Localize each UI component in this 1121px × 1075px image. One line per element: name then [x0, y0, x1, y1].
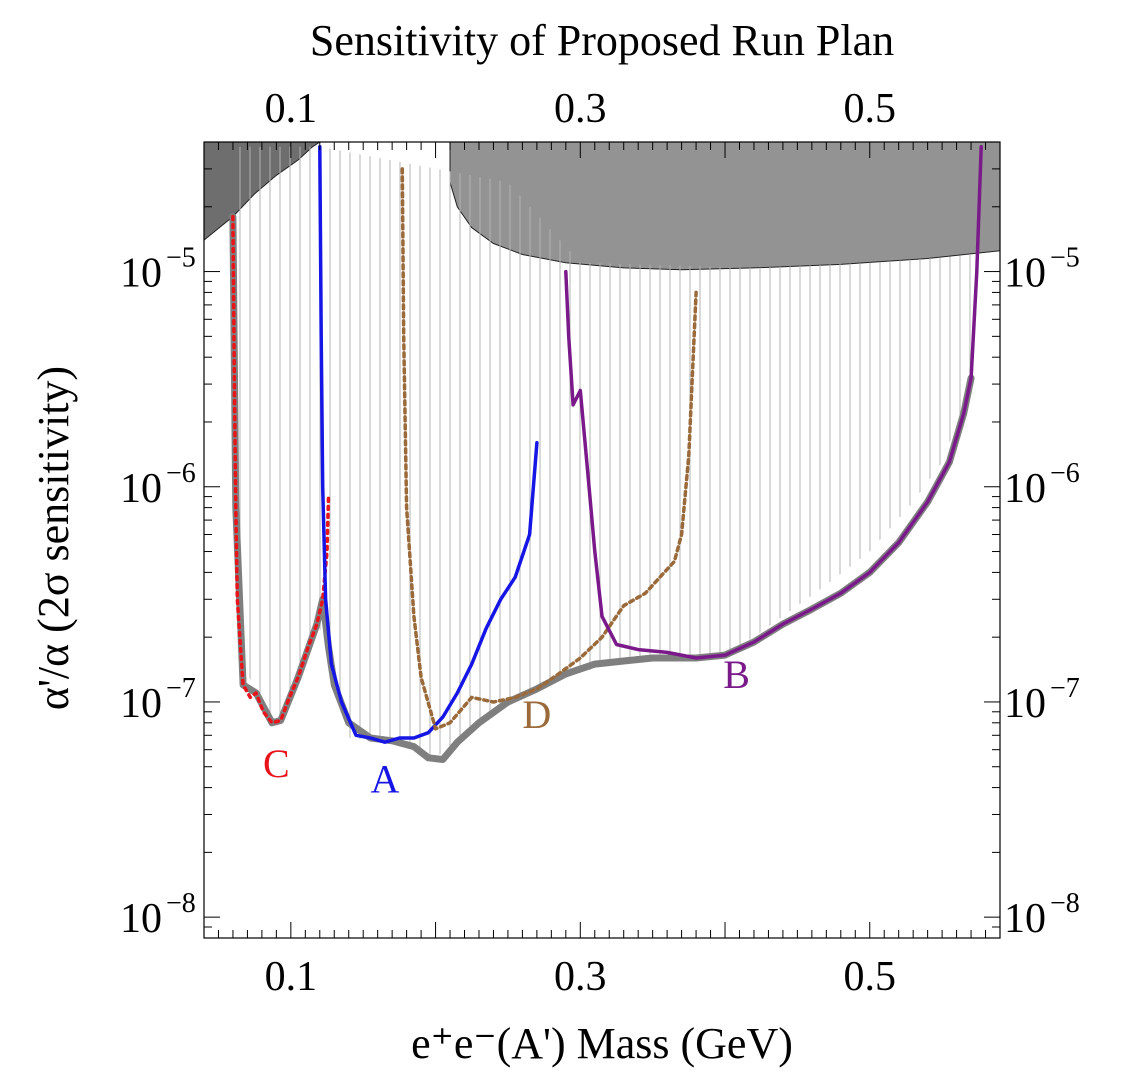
axis-ticks — [204, 141, 1001, 939]
shaded-regions — [204, 142, 1000, 271]
y-tick-label-left-exponent: −8 — [166, 888, 196, 919]
series-line-C — [231, 214, 331, 725]
y-tick-label-left: 10 — [120, 466, 162, 512]
curve-label-C: C — [263, 741, 290, 786]
y-tick-label-right-exponent: −8 — [1050, 888, 1080, 919]
series-line-B — [564, 145, 983, 660]
x-tick-label-top: 0.1 — [265, 86, 318, 132]
y-tick-label-left-exponent: −6 — [166, 458, 196, 489]
shaded-region-0 — [204, 142, 321, 241]
x-tick-label-bottom: 0.5 — [843, 954, 896, 1000]
y-axis-label: α'/α (2σ sensitivity) — [29, 366, 78, 710]
x-tick-label-top: 0.5 — [843, 86, 896, 132]
series-line-D — [400, 167, 698, 731]
x-tick-label-top: 0.3 — [554, 86, 607, 132]
y-tick-label-right: 10 — [1004, 251, 1046, 297]
curve-labels: C A D B — [263, 652, 750, 802]
x-tick-label-bottom: 0.1 — [265, 954, 318, 1000]
y-tick-label-right-exponent: −6 — [1050, 458, 1080, 489]
y-tick-label-left: 10 — [120, 896, 162, 942]
chart-title: Sensitivity of Proposed Run Plan — [310, 16, 894, 65]
y-tick-label-right: 10 — [1004, 896, 1046, 942]
hatch-lines — [239, 146, 971, 758]
tick-labels: 0.10.10.30.30.50.510 −8 10−810−7 10−710−6 10… — [120, 86, 1080, 1000]
y-tick-label-left-exponent: −7 — [166, 673, 196, 704]
y-tick-label-left-exponent: −5 — [166, 243, 196, 274]
x-tick-label-bottom: 0.3 — [554, 954, 607, 1000]
y-tick-label-left: 10 — [120, 251, 162, 297]
hatched-region — [239, 146, 971, 758]
plot-frame — [203, 141, 1001, 939]
curve-label-A: A — [370, 757, 399, 802]
series-lines — [229, 145, 983, 763]
y-tick-label-right: 10 — [1004, 681, 1046, 727]
curve-label-D: D — [522, 692, 551, 737]
y-tick-label-right-exponent: −5 — [1050, 243, 1080, 274]
y-tick-label-right-exponent: −7 — [1050, 673, 1080, 704]
curve-label-B: B — [723, 652, 750, 697]
shaded-region-1 — [449, 142, 1000, 271]
y-tick-label-left: 10 — [120, 681, 162, 727]
series-line-A — [318, 145, 539, 744]
x-axis-label: e⁺e⁻(A') Mass (GeV) — [411, 1019, 793, 1068]
y-tick-label-right: 10 — [1004, 466, 1046, 512]
